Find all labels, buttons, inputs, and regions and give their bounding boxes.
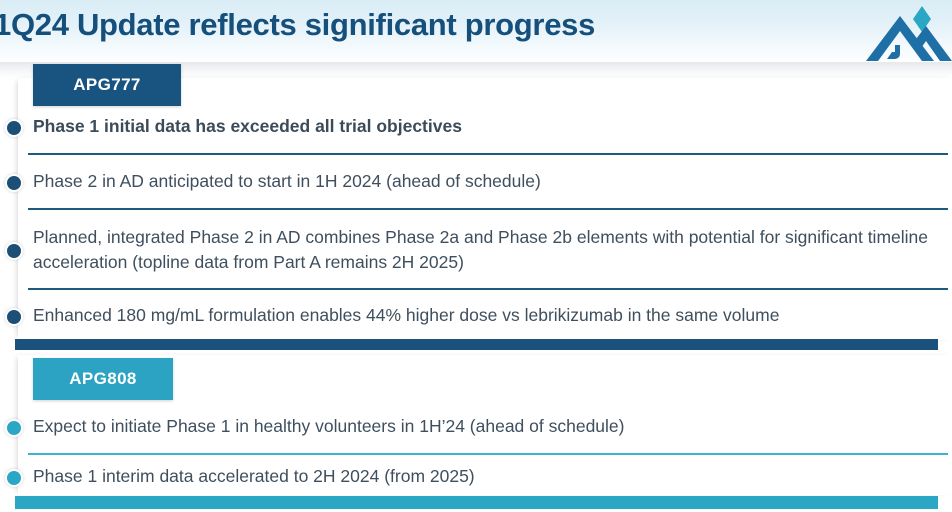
- bullet-dot-icon: [5, 242, 23, 260]
- bullet-text: Expect to initiate Phase 1 in healthy vo…: [33, 416, 625, 436]
- bullet-dot-icon: [5, 308, 23, 326]
- bullet-separator: [28, 153, 948, 155]
- section-panel-apg808: [18, 355, 952, 495]
- bullet-dot-icon: [5, 119, 23, 137]
- section-badge-apg777[interactable]: APG777: [33, 64, 181, 106]
- bullet-dot-icon: [5, 469, 23, 487]
- bullet-separator: [28, 288, 948, 290]
- bullet-text: Phase 2 in AD anticipated to start in 1H…: [33, 171, 541, 191]
- bullet-separator: [28, 208, 948, 210]
- slide-header: 1Q24 Update reflects significant progres…: [0, 0, 952, 62]
- section-divider-bar: [15, 339, 938, 350]
- bottom-accent-bar: [15, 496, 938, 509]
- bullet-dot-icon: [5, 419, 23, 437]
- bullet-text: Enhanced 180 mg/mL formulation enables 4…: [33, 305, 780, 325]
- bullet-text: Phase 1 initial data has exceeded all tr…: [33, 116, 462, 136]
- header-shadow-band: [0, 62, 952, 78]
- bullet-separator: [28, 453, 948, 455]
- page-title: 1Q24 Update reflects significant progres…: [0, 7, 596, 42]
- mountain-diamond-logo-icon: [866, 6, 952, 61]
- bullet-dot-icon: [5, 174, 23, 192]
- bullet-text: Phase 1 interim data accelerated to 2H 2…: [33, 466, 475, 486]
- bullet-text: Planned, integrated Phase 2 in AD combin…: [33, 227, 928, 272]
- section-badge-apg808[interactable]: APG808: [33, 358, 173, 400]
